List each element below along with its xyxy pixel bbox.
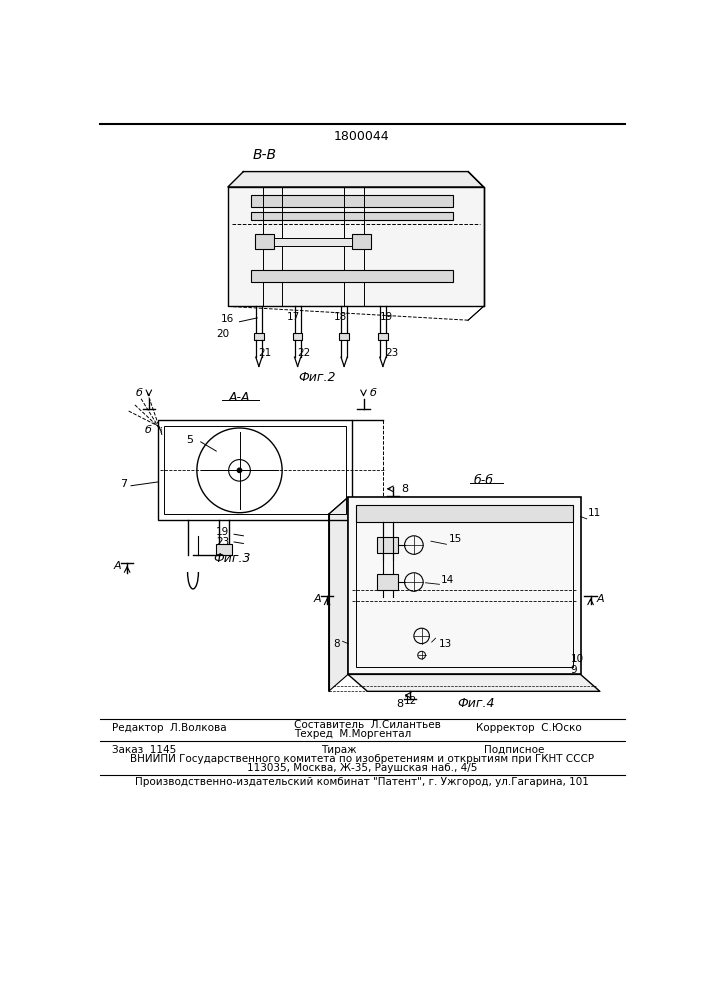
Bar (216, 544, 232, 555)
Text: А: А (114, 561, 122, 571)
Text: 13: 13 (438, 639, 452, 649)
Bar (251, 212, 452, 220)
Text: 23: 23 (216, 537, 230, 547)
Bar (378, 333, 387, 340)
Text: Фиг.4: Фиг.4 (457, 697, 495, 710)
Text: Техред  М.Моргентал: Техред М.Моргентал (293, 729, 411, 739)
Text: Фиг.3: Фиг.3 (213, 552, 250, 565)
Text: 14: 14 (441, 575, 455, 585)
Text: 22: 22 (297, 348, 310, 358)
Text: А: А (597, 594, 604, 604)
Bar (356, 505, 573, 667)
Text: Подписное: Подписное (484, 745, 544, 755)
Text: 8: 8 (334, 639, 340, 649)
Text: 11: 11 (588, 508, 602, 518)
Text: 1800044: 1800044 (334, 130, 390, 143)
Text: б-б: б-б (474, 474, 493, 487)
Text: А-А: А-А (229, 391, 250, 404)
Text: 7: 7 (120, 479, 127, 489)
Circle shape (237, 468, 242, 473)
Bar (339, 333, 349, 340)
Polygon shape (329, 497, 348, 691)
Text: 19: 19 (216, 527, 230, 537)
Text: 15: 15 (449, 534, 462, 544)
Text: Корректор  С.Юско: Корректор С.Юско (476, 723, 582, 733)
Text: б: б (136, 388, 143, 398)
Bar (293, 333, 303, 340)
Bar (251, 195, 452, 207)
Text: Тираж: Тираж (321, 745, 356, 755)
Text: Фиг.2: Фиг.2 (298, 371, 336, 384)
Text: Составитель  Л.Силантьев: Составитель Л.Силантьев (293, 720, 440, 730)
Text: Заказ  1145: Заказ 1145 (112, 745, 176, 755)
Text: б: б (145, 425, 152, 435)
Bar (251, 270, 452, 282)
Bar (158, 420, 352, 520)
Bar (274, 238, 352, 246)
Bar (164, 426, 346, 514)
Polygon shape (348, 674, 600, 691)
Text: 19: 19 (380, 312, 393, 322)
Bar (378, 574, 398, 590)
Bar (356, 505, 573, 522)
Text: 8: 8 (402, 484, 409, 494)
Text: ВНИИПИ Государственного комитета по изобретениям и открытиям при ГКНТ СССР: ВНИИПИ Государственного комитета по изоб… (130, 754, 594, 764)
Bar (348, 497, 580, 674)
Text: В-В: В-В (253, 148, 277, 162)
Text: Редактор  Л.Волкова: Редактор Л.Волкова (112, 723, 226, 733)
Text: 17: 17 (287, 312, 300, 322)
Text: 5: 5 (186, 435, 193, 445)
Bar (378, 537, 398, 553)
Text: б: б (370, 388, 377, 398)
Text: 8: 8 (397, 699, 404, 709)
Text: 113035, Москва, Ж-35, Раушская наб., 4/5: 113035, Москва, Ж-35, Раушская наб., 4/5 (247, 763, 477, 773)
Bar (352, 234, 371, 249)
Polygon shape (228, 172, 484, 187)
Text: Производственно-издательский комбинат "Патент", г. Ужгород, ул.Гагарина, 101: Производственно-издательский комбинат "П… (135, 777, 589, 787)
Text: А: А (313, 594, 321, 604)
Bar (255, 234, 274, 249)
Text: 21: 21 (259, 348, 271, 358)
Text: 20: 20 (216, 329, 230, 339)
Text: 12: 12 (404, 696, 416, 706)
Text: 23: 23 (385, 348, 399, 358)
Text: 18: 18 (334, 312, 347, 322)
Text: 9: 9 (571, 665, 577, 675)
Bar (255, 333, 264, 340)
Bar (228, 187, 484, 306)
Text: 10: 10 (571, 654, 583, 664)
Text: 16: 16 (221, 314, 234, 324)
